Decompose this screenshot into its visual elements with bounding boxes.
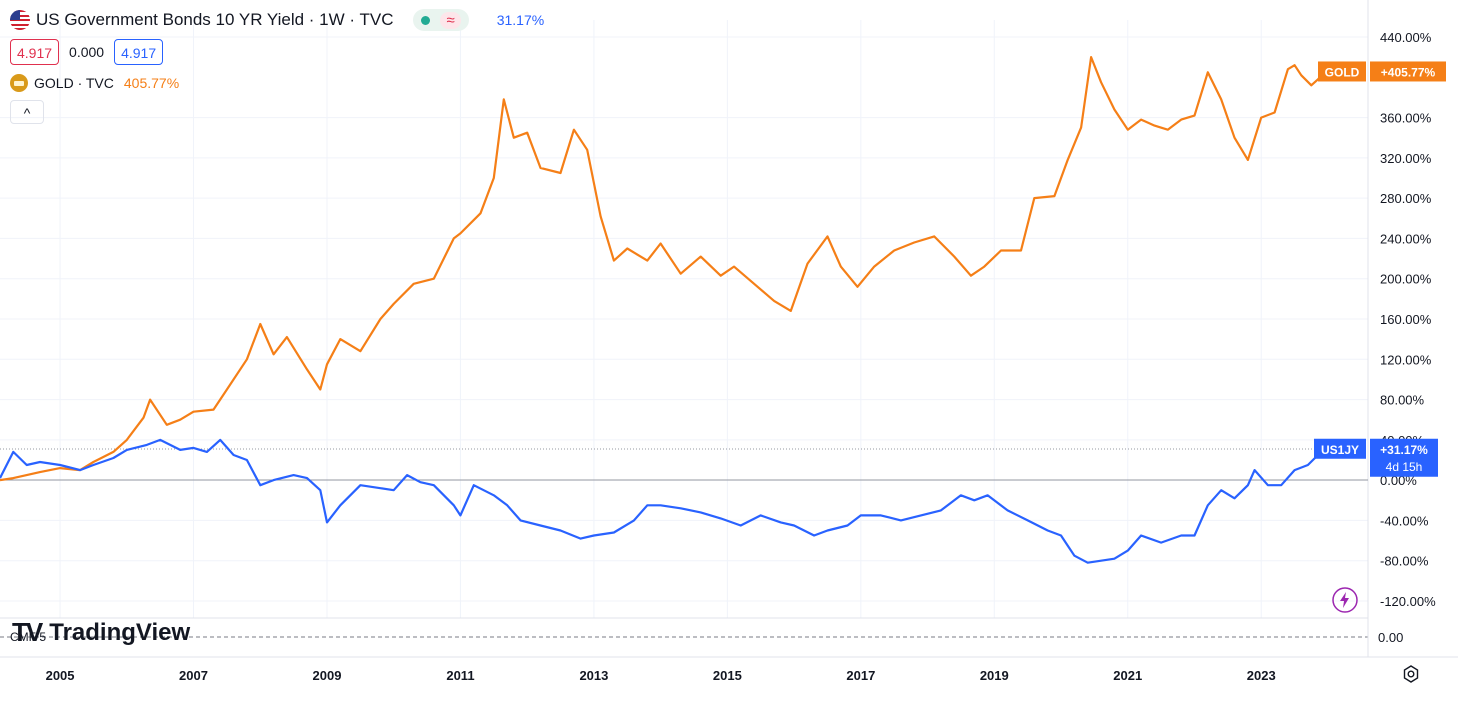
x-tick-label: 2005 — [46, 668, 75, 683]
y-tick-label: 0.00% — [1380, 473, 1417, 488]
series-labels: GOLD +405.77% US1JY +31.17% 4d 15h — [1314, 61, 1446, 477]
x-tick-label: 2007 — [179, 668, 208, 683]
compare-legend-gold[interactable]: GOLD · TVC 405.77% — [10, 72, 544, 94]
y-tick-label: -80.00% — [1380, 554, 1429, 569]
y-tick-label: 200.00% — [1380, 272, 1432, 287]
symbol-title[interactable]: US Government Bonds 10 YR Yield · 1W · T… — [36, 10, 394, 29]
x-tick-label: 2011 — [446, 668, 474, 683]
bid-ask-row: 4.917 0.000 4.917 — [10, 38, 544, 66]
x-tick-label: 2009 — [313, 668, 342, 683]
x-tick-label: 2015 — [713, 668, 742, 683]
gold-last-value-tag — [1370, 61, 1446, 82]
y-tick-label: 80.00% — [1380, 393, 1425, 408]
yield-symbol-label: US1JY — [1321, 443, 1359, 457]
us-flag-icon — [10, 10, 30, 30]
gold-symbol-tag — [1318, 61, 1366, 82]
series-layer — [0, 55, 1326, 564]
spread-value: 0.000 — [69, 44, 105, 60]
delayed-data-icon: ≈ — [440, 11, 461, 29]
indicator-label[interactable]: CMF 5 — [10, 630, 46, 644]
y-tick-label: 240.00% — [1380, 231, 1432, 246]
bar-countdown: 4d 15h — [1386, 460, 1423, 474]
compare-symbol-label: GOLD · TVC — [34, 75, 114, 91]
price-axis[interactable]: 440.00% 360.00% 320.00% 280.00% 240.00% 200.0… — [1380, 30, 1436, 609]
tradingview-logo-icon: TV — [12, 617, 43, 647]
x-tick-label: 2013 — [579, 668, 608, 683]
yield-last-value: +31.17% — [1380, 443, 1428, 457]
y-tick-label: 120.00% — [1380, 352, 1432, 367]
tradingview-logo-text: TradingView — [49, 618, 191, 646]
legend-main-row: US Government Bonds 10 YR Yield · 1W · T… — [10, 8, 544, 32]
gear-icon[interactable] — [1401, 664, 1421, 684]
lightning-icon[interactable] — [1331, 586, 1359, 614]
market-open-dot — [421, 15, 431, 25]
series-line-us10y[interactable] — [0, 438, 1326, 564]
sell-button[interactable]: 4.917 — [10, 39, 60, 65]
yield-last-value-tag — [1370, 438, 1438, 477]
y-tick-label: 360.00% — [1380, 111, 1432, 126]
x-tick-label: 2019 — [980, 668, 1009, 683]
x-tick-label: 2023 — [1247, 668, 1276, 683]
main-series-change: 31.17% — [496, 12, 545, 28]
y-tick-label: -40.00% — [1380, 513, 1429, 528]
y-tick-label: 280.00% — [1380, 191, 1432, 206]
yield-symbol-tag — [1314, 438, 1366, 459]
tradingview-logo[interactable]: TV TradingView — [12, 617, 190, 648]
gold-icon — [10, 74, 28, 92]
collapse-legend-button[interactable]: ^ — [10, 100, 44, 124]
gold-last-value: +405.77% — [1381, 65, 1436, 79]
y-tick-label: 160.00% — [1380, 312, 1432, 327]
x-tick-label: 2017 — [846, 668, 875, 683]
y-tick-label: 320.00% — [1380, 151, 1432, 166]
x-tick-label: 2021 — [1113, 668, 1142, 683]
series-line-gold[interactable] — [0, 55, 1326, 482]
time-axis[interactable]: 2005 2007 2009 2011 2013 2015 2017 2019 2021 2023 — [46, 668, 1276, 683]
compare-symbol-change: 405.77% — [123, 75, 180, 91]
gold-symbol-label: GOLD — [1325, 65, 1360, 79]
y-tick-label: 440.00% — [1380, 30, 1432, 45]
market-status-badge[interactable]: ≈ — [413, 9, 469, 31]
indicator-value: 0.00 — [1378, 630, 1403, 645]
y-tick-label: -120.00% — [1380, 594, 1436, 609]
chevron-up-icon: ^ — [23, 105, 31, 121]
buy-button[interactable]: 4.917 — [114, 39, 164, 65]
legend: US Government Bonds 10 YR Yield · 1W · T… — [10, 8, 544, 124]
